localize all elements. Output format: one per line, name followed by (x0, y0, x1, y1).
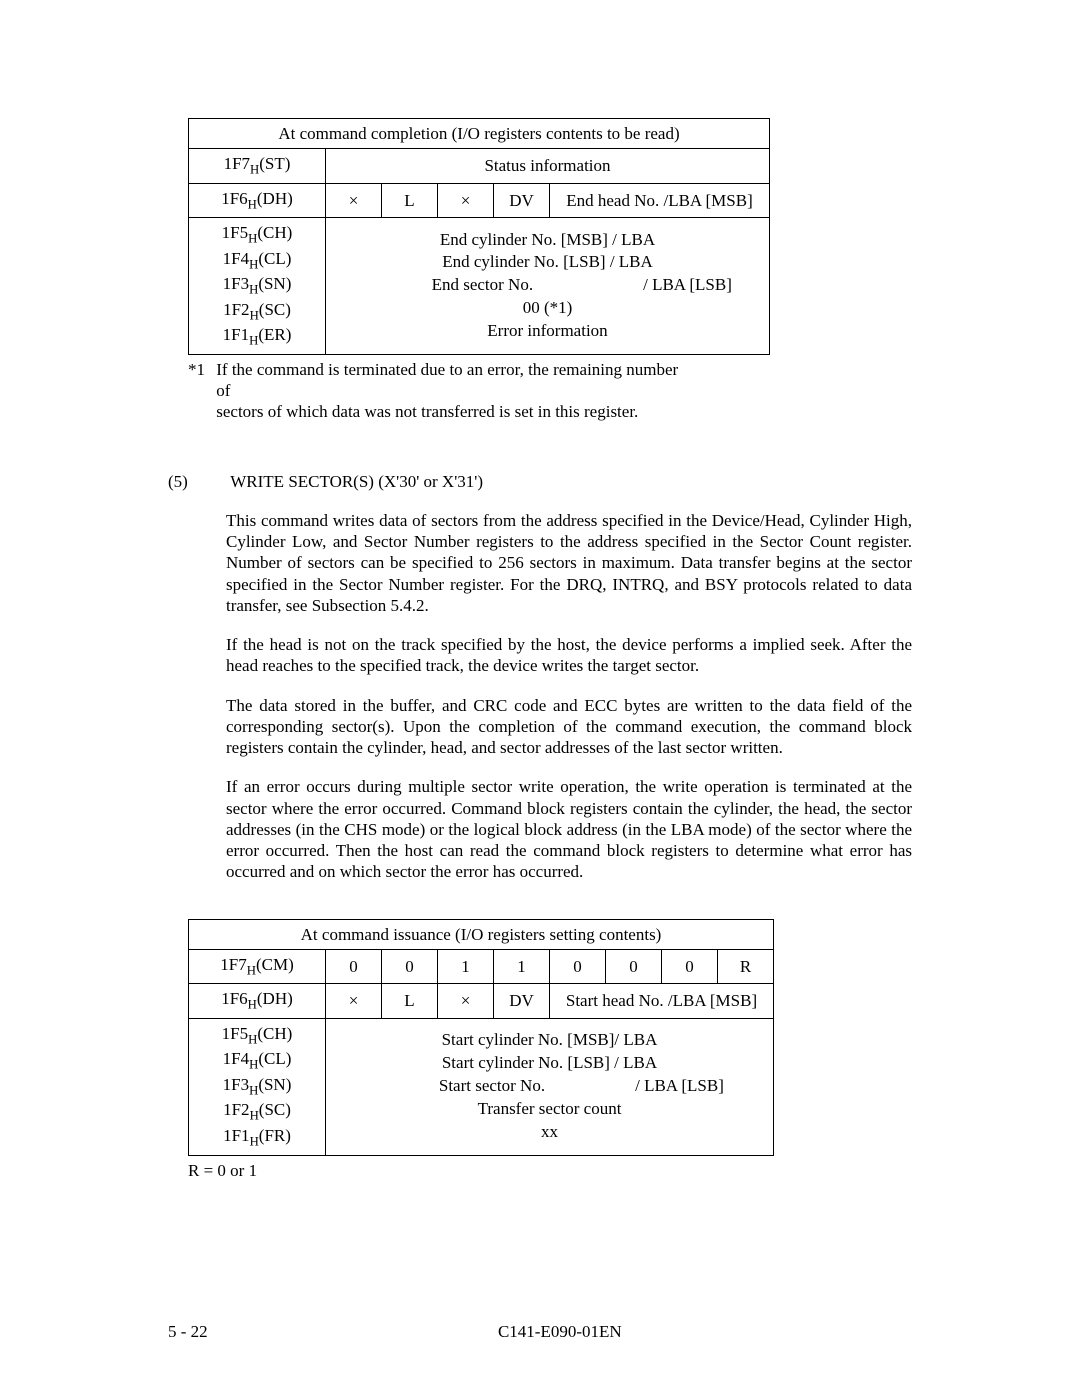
cm-b3: 1 (494, 949, 550, 983)
reg-multi2: 1F5H(CH) 1F4H(CL) 1F3H(SN) 1F2H(SC) 1F1H… (189, 1018, 326, 1155)
dh2-b1: × (326, 984, 382, 1018)
cm-b5: 0 (606, 949, 662, 983)
para-1: This command writes data of sectors from… (226, 510, 912, 616)
dh-last: End head No. /LBA [MSB] (550, 183, 770, 217)
table1-header: At command completion (I/O registers con… (189, 119, 770, 149)
para-2: If the head is not on the track specifie… (226, 634, 912, 677)
reg-st: 1F7H(ST) (189, 149, 326, 183)
cm-b0: 0 (326, 949, 382, 983)
cm-b4: 0 (550, 949, 606, 983)
reg-dh: 1F6H(DH) (189, 183, 326, 217)
issuance-table: At command issuance (I/O registers setti… (188, 919, 774, 1156)
table2-header: At command issuance (I/O registers setti… (189, 919, 774, 949)
dh-b4: DV (494, 183, 550, 217)
section-heading: (5) WRITE SECTOR(S) (X'30' or X'31') (168, 471, 912, 492)
multi2-desc: Start cylinder No. [MSB]/ LBA Start cyli… (326, 1018, 774, 1155)
para-3: The data stored in the buffer, and CRC c… (226, 695, 912, 759)
page-footer: 5 - 22 C141-E090-01EN (168, 1321, 912, 1342)
r-note: R = 0 or 1 (188, 1160, 912, 1181)
cm-b2: 1 (438, 949, 494, 983)
dh-b2: L (382, 183, 438, 217)
note-1: *1 If the command is terminated due to a… (188, 359, 912, 423)
dh-b1: × (326, 183, 382, 217)
reg-multi: 1F5H(CH) 1F4H(CL) 1F3H(SN) 1F2H(SC) 1F1H… (189, 217, 326, 354)
footer-center: C141-E090-01EN (168, 1321, 912, 1342)
cm-b7: R (718, 949, 774, 983)
cm-b1: 0 (382, 949, 438, 983)
footer-left: 5 - 22 (168, 1321, 208, 1342)
multi-desc: End cylinder No. [MSB] / LBA End cylinde… (326, 217, 770, 354)
reg-dh2: 1F6H(DH) (189, 984, 326, 1018)
para-4: If an error occurs during multiple secto… (226, 776, 912, 882)
dh2-last: Start head No. /LBA [MSB] (550, 984, 774, 1018)
dh2-b3: × (438, 984, 494, 1018)
reg-cm: 1F7H(CM) (189, 949, 326, 983)
dh-b3: × (438, 183, 494, 217)
cm-b6: 0 (662, 949, 718, 983)
dh2-b2: L (382, 984, 438, 1018)
completion-table: At command completion (I/O registers con… (188, 118, 770, 355)
st-desc: Status information (326, 149, 770, 183)
dh2-b4: DV (494, 984, 550, 1018)
